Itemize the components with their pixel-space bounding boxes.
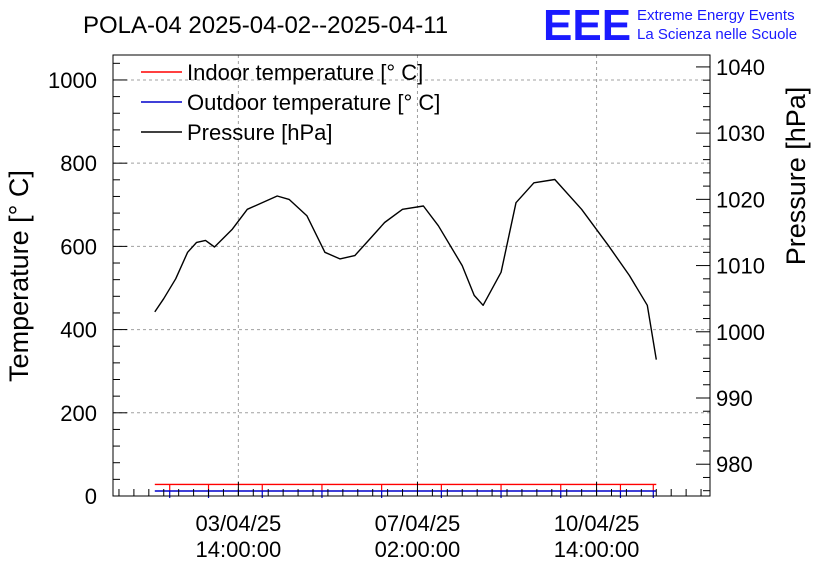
bottom-tick-date: 10/04/25 xyxy=(554,511,640,536)
chart-title: POLA-04 2025-04-02--2025-04-11 xyxy=(83,12,448,39)
grid xyxy=(113,55,710,496)
plot-frame xyxy=(112,54,711,497)
bottom-tick-date: 07/04/25 xyxy=(375,511,461,536)
left-tick-label: 1000 xyxy=(48,68,97,93)
right-tick-label: 1000 xyxy=(716,320,765,345)
left-axis-label: Temperature [° C] xyxy=(4,170,34,382)
right-tick-label: 1030 xyxy=(716,121,765,146)
bottom-tick-date: 03/04/25 xyxy=(196,511,282,536)
left-axis: 0 200 400 600 800 1000 xyxy=(48,62,127,509)
left-tick-label: 400 xyxy=(60,318,97,343)
org-name-line2: La Scienza nelle Scuole xyxy=(637,26,797,43)
org-name-line1: Extreme Energy Events xyxy=(637,7,795,24)
bottom-tick-time: 14:00:00 xyxy=(196,537,282,562)
right-tick-label: 1040 xyxy=(716,55,765,80)
left-tick-label: 200 xyxy=(60,401,97,426)
legend-label-pressure: Pressure [hPa] xyxy=(187,120,333,145)
right-tick-label: 1010 xyxy=(716,254,765,279)
eee-logo: EEE Extreme Energy Events La Scienza nel… xyxy=(543,1,797,50)
left-tick-label: 600 xyxy=(60,234,97,259)
legend: Indoor temperature [° C] Outdoor tempera… xyxy=(141,60,440,145)
left-tick-label: 0 xyxy=(85,484,97,509)
eee-logo-text: EEE xyxy=(543,1,631,50)
right-tick-label: 980 xyxy=(716,452,753,477)
right-axis-label: Pressure [hPa] xyxy=(781,87,811,266)
pressure-line xyxy=(154,178,657,360)
bottom-tick-time: 02:00:00 xyxy=(375,537,461,562)
bottom-tick-time: 14:00:00 xyxy=(554,537,640,562)
right-tick-label: 1020 xyxy=(716,187,765,212)
legend-label-indoor: Indoor temperature [° C] xyxy=(187,60,423,85)
right-tick-label: 990 xyxy=(716,386,753,411)
series-layer xyxy=(154,178,657,499)
bottom-axis: 03/04/2514:00:0007/04/2502:00:0010/04/25… xyxy=(118,482,702,562)
legend-label-outdoor: Outdoor temperature [° C] xyxy=(187,90,440,115)
right-axis: 980 990 1000 1010 1020 1030 1040 xyxy=(696,55,765,492)
left-tick-label: 800 xyxy=(60,151,97,176)
